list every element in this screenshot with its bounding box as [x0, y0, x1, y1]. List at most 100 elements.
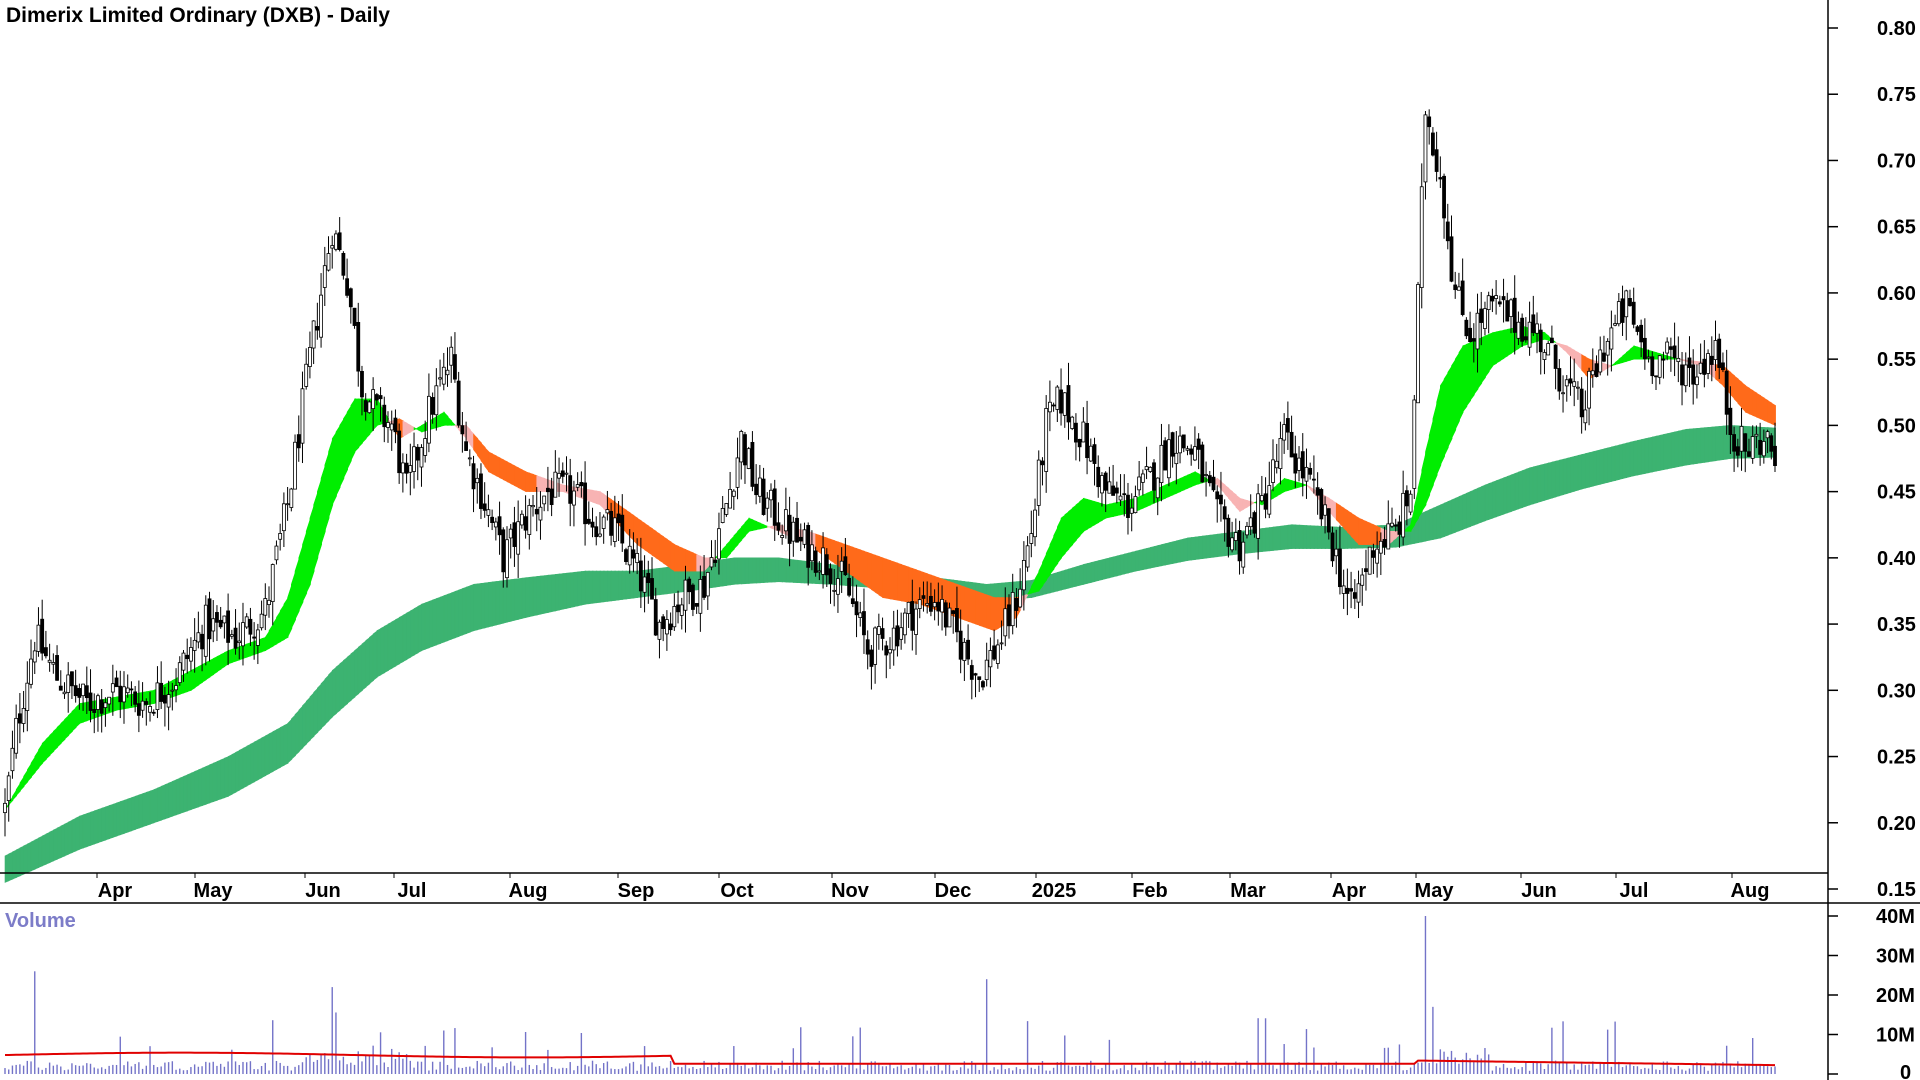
candle-body — [1300, 451, 1305, 479]
candle-body — [1657, 355, 1662, 378]
candle-body — [1159, 444, 1164, 484]
long-ma-ribbon-segment — [291, 713, 296, 760]
short-ma-ribbon-segment — [49, 730, 55, 756]
candle-body — [289, 488, 294, 508]
short-ma-ribbon-segment — [729, 535, 735, 555]
candle-body — [724, 503, 729, 515]
candle-body — [1468, 327, 1472, 342]
short-ma-ribbon-segment — [1060, 514, 1066, 559]
candle-body — [601, 516, 606, 529]
candle-layer — [3, 109, 1777, 837]
candle-body — [505, 539, 509, 579]
candle-body — [560, 470, 565, 477]
candle-body — [914, 608, 918, 635]
candle-body — [687, 578, 692, 593]
candle-body — [1587, 370, 1591, 409]
candle-body — [423, 438, 428, 456]
long-ma-ribbon-segment — [324, 674, 330, 726]
candle-body — [1207, 475, 1212, 484]
candle-body — [1248, 517, 1253, 528]
candle-body — [1613, 323, 1618, 326]
short-ma-ribbon-segment — [324, 451, 330, 532]
candle-body — [1765, 431, 1770, 439]
long-ma-ribbon-segment — [339, 659, 345, 711]
candle-body — [159, 682, 164, 702]
candle-body — [77, 688, 82, 698]
candle-body — [876, 626, 881, 635]
candle-body — [486, 509, 491, 516]
candle-body — [218, 619, 223, 628]
short-ma-ribbon-segment — [67, 710, 73, 737]
candle-body — [564, 472, 569, 475]
short-ma-ribbon-segment — [659, 533, 665, 564]
candle-body — [1408, 493, 1413, 513]
short-ma-ribbon-segment — [1071, 504, 1077, 546]
candle-body — [1509, 299, 1513, 317]
candle-body — [352, 307, 357, 326]
candle-body — [1263, 493, 1268, 510]
candle-body — [694, 603, 699, 607]
candle-body — [527, 505, 532, 535]
candle-body — [995, 644, 1000, 664]
short-ma-ribbon-segment — [287, 584, 293, 638]
candle-body — [869, 649, 874, 667]
candle-body — [103, 702, 108, 708]
candle-body — [389, 423, 394, 431]
candle-body — [107, 696, 112, 705]
candle-body — [746, 448, 751, 469]
candle-body — [884, 645, 889, 656]
candle-body — [1542, 352, 1547, 360]
candle-body — [96, 695, 100, 710]
short-ma-ribbon-segment — [1440, 378, 1445, 466]
candle-body — [917, 599, 922, 609]
candle-body — [1598, 349, 1603, 373]
candle-body — [99, 699, 104, 714]
candle-body — [1535, 323, 1539, 334]
candle-body — [181, 652, 186, 671]
candle-body — [252, 636, 257, 639]
candle-body — [1330, 532, 1335, 562]
candle-body — [769, 489, 773, 501]
candle-body — [902, 612, 907, 636]
short-ma-ribbon-segment — [647, 525, 653, 556]
candle-body — [1018, 588, 1023, 608]
candle-body — [1378, 540, 1383, 554]
candle-body — [1457, 286, 1461, 291]
candle-body — [497, 516, 502, 536]
candle-body — [404, 462, 409, 474]
candle-body — [1438, 177, 1443, 180]
short-ma-ribbon-segment — [309, 504, 315, 585]
short-ma-ribbon-segment — [1410, 506, 1416, 533]
candle-body — [1334, 548, 1339, 557]
candle-body — [984, 659, 989, 681]
short-ma-ribbon-segment — [1770, 402, 1776, 426]
candle-body — [1107, 481, 1112, 494]
candle-body — [1445, 221, 1450, 242]
candle-body — [1523, 336, 1528, 341]
candle-body — [1497, 301, 1502, 305]
month-tick-label: May — [1415, 880, 1455, 902]
candle-body — [1761, 441, 1766, 457]
short-ma-ribbon-segment — [209, 658, 215, 678]
candle-body — [1241, 541, 1246, 568]
candle-body — [222, 615, 227, 624]
candle-body — [84, 685, 89, 699]
candle-body — [1029, 533, 1034, 544]
candle-body — [479, 473, 483, 509]
candle-body — [374, 394, 379, 401]
candle-body — [1401, 492, 1406, 538]
candle-body — [795, 517, 799, 543]
candle-body — [427, 395, 431, 444]
candle-body — [549, 488, 554, 506]
candle-body — [612, 517, 617, 542]
candle-body — [1397, 521, 1402, 535]
candle-body — [1758, 439, 1763, 455]
long-ma-ribbon-segment — [331, 666, 337, 718]
candle-body — [1349, 588, 1353, 592]
candle-body — [776, 522, 781, 531]
candle-body — [1683, 364, 1688, 387]
candle-body — [958, 630, 963, 660]
candle-body — [125, 687, 130, 694]
candle-body — [1215, 491, 1220, 500]
